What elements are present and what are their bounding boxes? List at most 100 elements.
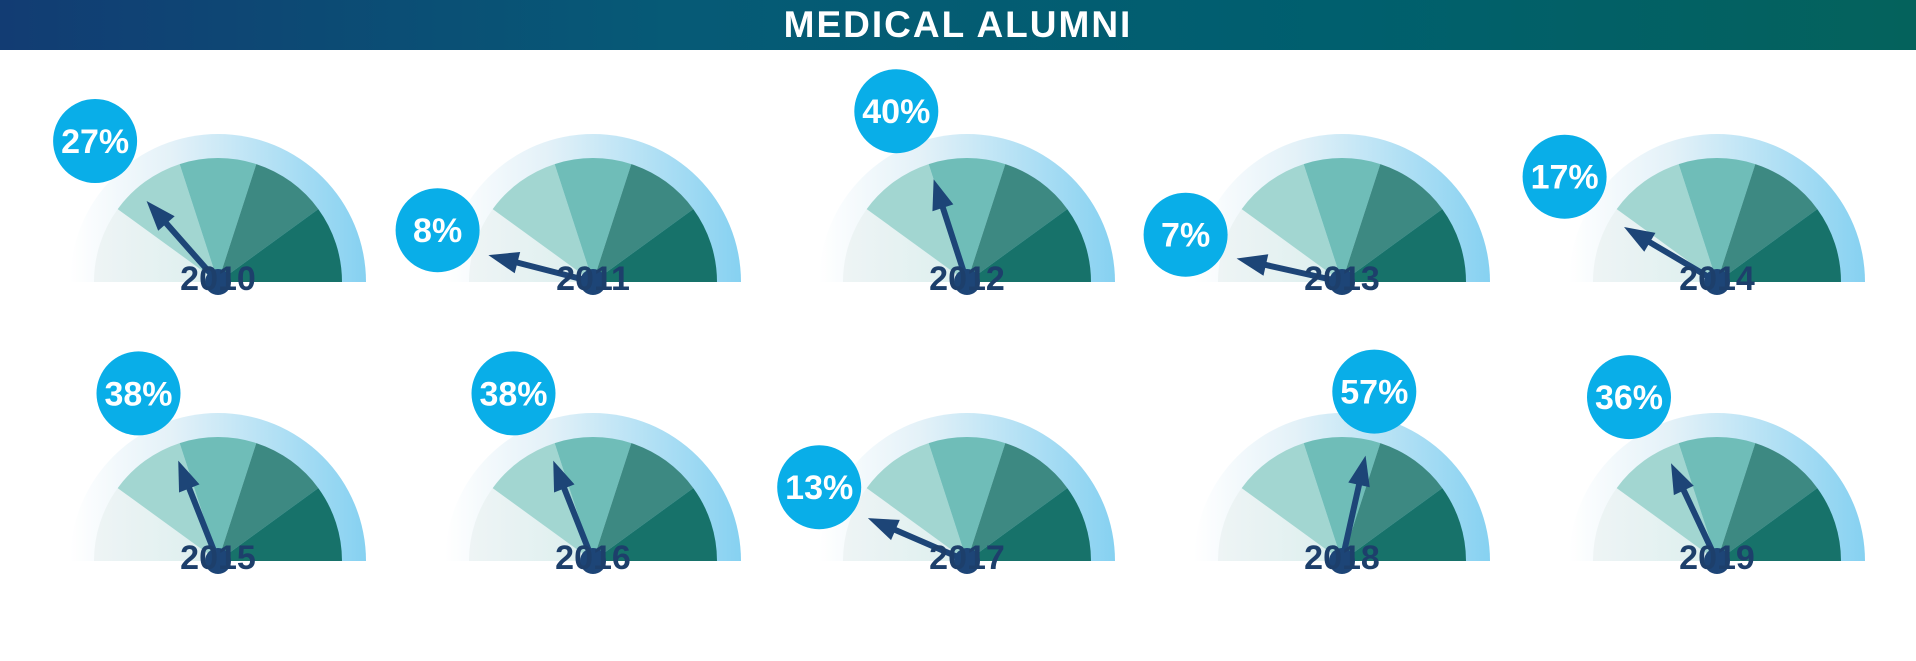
gauge-segment-3 (1303, 158, 1381, 282)
value-label: 36% (1595, 379, 1663, 417)
gauge-2015-svg: 38% (70, 351, 366, 574)
gauge-2018: 57% 2018 (1187, 349, 1497, 621)
needle-arrowhead (488, 251, 521, 274)
gauge-2014: 17% 2014 (1522, 72, 1872, 342)
gauge-segment-5 (218, 488, 342, 561)
needle-arrowhead (146, 200, 175, 231)
gauge-segment-3 (928, 437, 1006, 561)
gauge-2014-svg: 17% (1522, 134, 1865, 295)
gauge-segment-1 (1218, 488, 1342, 561)
gauge-segment-2 (1616, 164, 1717, 282)
gauge-2011: 8% 2011 (395, 72, 748, 342)
year-label: 2015 (180, 539, 256, 577)
gauge-2016-svg: 38% (445, 351, 741, 574)
gauge-segment-3 (554, 158, 632, 282)
needle-arrowhead (867, 518, 900, 541)
value-label: 38% (104, 375, 172, 413)
gauge-segment-1 (94, 209, 218, 282)
gauge-2015: 38% 2015 (63, 351, 373, 621)
needle-arrowhead (178, 460, 200, 493)
gauge-segment-5 (967, 209, 1091, 282)
gauge-segment-2 (1241, 164, 1342, 282)
needle-pivot (1329, 548, 1355, 574)
gauge-segment-3 (179, 158, 257, 282)
gauge-segment-4 (593, 443, 694, 561)
gauge-segment-1 (469, 488, 593, 561)
gauge-segment-4 (1717, 164, 1818, 282)
gauge-segment-2 (866, 164, 967, 282)
value-label: 57% (1340, 374, 1408, 412)
year-label: 2018 (1304, 539, 1380, 577)
gauge-segment-5 (1342, 209, 1466, 282)
value-badge (777, 445, 862, 530)
needle-pivot (205, 548, 231, 574)
value-label: 13% (785, 469, 853, 507)
gauge-segment-5 (967, 488, 1091, 561)
year-label: 2013 (1304, 260, 1380, 298)
value-label: 17% (1531, 159, 1599, 197)
value-badge (96, 351, 181, 436)
gauge-2012: 40% 2012 (812, 69, 1122, 342)
gauge-segment-5 (218, 209, 342, 282)
gauge-segment-2 (1241, 443, 1342, 561)
needle-arrowhead (1624, 227, 1656, 252)
value-badge (1587, 355, 1671, 440)
gauge-segment-4 (967, 443, 1068, 561)
needle-arrowhead (1671, 463, 1694, 496)
gauge-2019: 36% 2019 (1562, 351, 1872, 621)
needle-pivot (580, 548, 606, 574)
gauge-segment-1 (1593, 488, 1717, 561)
gauge-segment-4 (218, 164, 319, 282)
gauge-segment-2 (492, 443, 593, 561)
gauge-segment-5 (593, 488, 717, 561)
gauge-segment-2 (492, 164, 593, 282)
gauge-needle (514, 259, 596, 285)
value-badge (53, 99, 138, 183)
gauge-segment-3 (179, 437, 257, 561)
value-badge (471, 351, 556, 436)
gauge-segment-4 (1342, 164, 1443, 282)
needle-pivot (205, 269, 231, 295)
gauge-2017-svg: 13% (777, 413, 1115, 574)
gauge-2017: 13% 2017 (777, 351, 1122, 621)
gauge-segment-4 (218, 443, 319, 561)
page-title: MEDICAL ALUMNI (783, 4, 1133, 45)
year-label: 2010 (180, 260, 256, 298)
year-label: 2019 (1679, 539, 1755, 577)
value-badge (395, 188, 480, 273)
value-label: 40% (862, 93, 930, 131)
gauge-segment-1 (843, 488, 967, 561)
title-banner: MEDICAL ALUMNI (0, 0, 1916, 50)
gauge-segment-4 (967, 164, 1068, 282)
needle-pivot (1704, 269, 1730, 295)
needle-arrowhead (932, 179, 954, 212)
gauge-segment-1 (94, 488, 218, 561)
gauge-segment-5 (1342, 488, 1466, 561)
value-label: 8% (413, 212, 462, 250)
value-label: 38% (479, 375, 547, 413)
gauge-segment-5 (593, 209, 717, 282)
gauge-segment-5 (1717, 209, 1841, 282)
gauge-segment-3 (1678, 158, 1756, 282)
gauge-2016: 38% 2016 (438, 351, 748, 621)
gauge-segment-4 (1717, 443, 1818, 561)
gauge-segment-2 (117, 443, 218, 561)
gauge-2018-svg: 57% (1194, 349, 1490, 574)
gauge-needle (1680, 487, 1720, 564)
needle-arrowhead (1236, 254, 1269, 276)
value-badge (854, 69, 939, 154)
gauge-2012-svg: 40% (819, 69, 1115, 295)
gauge-segment-2 (1616, 443, 1717, 561)
gauge-segment-4 (1342, 443, 1443, 561)
gauge-2011-svg: 8% (395, 134, 741, 295)
value-badge (1332, 349, 1417, 434)
needle-pivot (954, 269, 980, 295)
year-label: 2011 (556, 260, 630, 298)
needle-arrowhead (553, 460, 575, 493)
gauge-segment-3 (928, 158, 1006, 282)
value-badge (1522, 134, 1607, 219)
needle-pivot (1329, 269, 1355, 295)
year-label: 2016 (555, 539, 631, 577)
gauge-needle (1646, 239, 1720, 285)
